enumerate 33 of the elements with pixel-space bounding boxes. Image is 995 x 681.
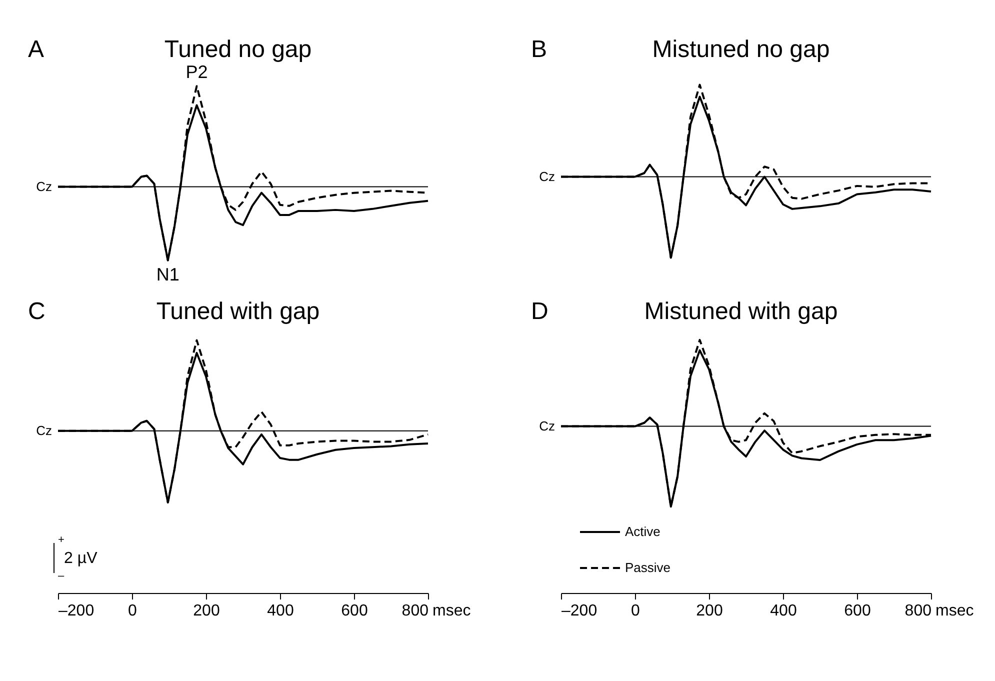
y-axis-title: Cz	[36, 422, 52, 438]
text: –	[58, 570, 65, 582]
y-axis-title: Cz	[539, 418, 555, 434]
annotation: N1	[156, 264, 180, 284]
chart-title: Mistuned with gap	[644, 298, 838, 325]
y-axis-title: Cz	[539, 168, 555, 184]
text: C	[28, 298, 46, 325]
x-tick-label: 0	[631, 602, 640, 620]
x-axis-title: msec	[936, 602, 974, 620]
x-tick-label: 200	[193, 602, 220, 620]
x-tick-label: 800	[904, 602, 932, 620]
x-tick-label: –200	[58, 602, 94, 620]
text: 2 µV	[64, 550, 98, 567]
x-tick-label: 800	[402, 602, 429, 620]
x-axis-title: msec	[432, 602, 471, 620]
x-tick-label: 0	[128, 602, 138, 620]
x-tick-label: 600	[844, 602, 871, 620]
chart-title: Tuned no gap	[164, 36, 312, 63]
x-tick-label: 200	[696, 602, 723, 620]
chart-title: Tuned with gap	[156, 298, 320, 325]
y-axis-title: Cz	[36, 178, 52, 194]
legend-label: Active	[625, 524, 660, 539]
text: B	[531, 36, 548, 63]
x-tick-label: 400	[770, 602, 797, 620]
text: D	[531, 298, 548, 325]
x-tick-label: 400	[267, 602, 294, 620]
text: A	[28, 36, 44, 63]
x-tick-label: –200	[562, 602, 598, 620]
legend-label: Passive	[625, 560, 671, 575]
chart-title: Mistuned no gap	[652, 36, 830, 63]
x-tick-label: 600	[341, 602, 368, 620]
annotation: P2	[186, 62, 208, 82]
text: +	[58, 534, 64, 546]
